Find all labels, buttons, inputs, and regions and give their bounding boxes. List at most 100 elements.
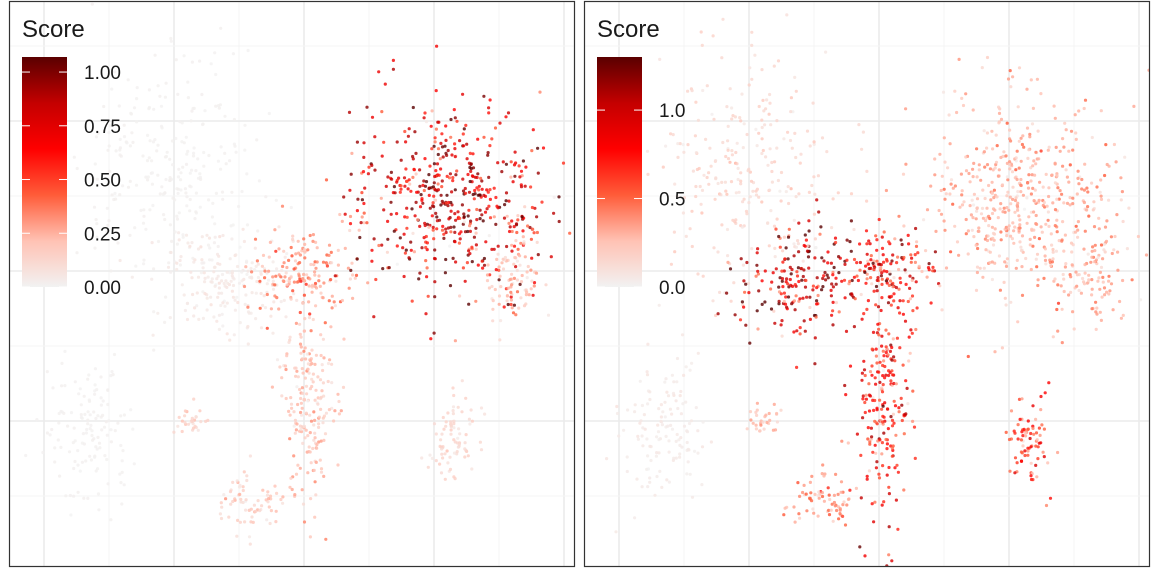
data-point	[374, 277, 378, 282]
data-point	[299, 427, 303, 431]
data-point	[1107, 274, 1111, 278]
data-point	[1080, 177, 1084, 182]
data-point	[690, 495, 695, 499]
data-point	[112, 352, 117, 357]
data-point	[463, 279, 467, 283]
data-point	[979, 212, 984, 216]
data-point	[501, 160, 505, 164]
data-point	[437, 218, 442, 222]
data-point	[996, 216, 1000, 220]
data-point	[347, 110, 352, 114]
data-point	[294, 472, 299, 476]
data-point	[497, 268, 501, 272]
data-point	[382, 208, 386, 212]
data-point	[842, 278, 847, 282]
data-point	[1061, 220, 1065, 224]
data-point	[460, 234, 464, 238]
data-point	[1032, 432, 1036, 436]
data-point	[743, 290, 747, 294]
data-point	[119, 414, 123, 418]
data-point	[760, 151, 764, 156]
data-point	[887, 283, 891, 287]
data-point	[1010, 237, 1014, 241]
data-point	[798, 494, 802, 498]
data-point	[891, 253, 895, 257]
data-point	[529, 268, 533, 272]
data-point	[812, 175, 816, 179]
data-point	[452, 438, 456, 442]
data-point	[944, 192, 948, 196]
data-point	[446, 148, 450, 153]
data-point	[828, 497, 832, 502]
data-point	[299, 401, 303, 405]
data-point	[778, 245, 782, 249]
data-point	[292, 267, 296, 271]
data-point	[882, 260, 886, 264]
data-point	[440, 452, 444, 456]
data-point	[888, 349, 892, 353]
data-point	[308, 450, 312, 454]
data-point	[201, 290, 205, 294]
data-point	[393, 191, 397, 195]
data-point	[1107, 198, 1111, 202]
data-point	[293, 259, 298, 263]
data-point	[815, 286, 819, 290]
data-point	[319, 395, 323, 399]
data-point	[769, 123, 773, 127]
data-point	[1014, 168, 1018, 172]
data-point	[319, 291, 323, 295]
data-point	[831, 270, 835, 274]
data-point	[303, 346, 307, 350]
data-point	[182, 293, 186, 297]
data-point	[831, 197, 835, 201]
data-point	[481, 266, 485, 270]
data-point	[109, 440, 113, 444]
data-point	[288, 413, 292, 417]
data-point	[245, 259, 249, 263]
data-point	[540, 200, 544, 204]
data-point	[1063, 265, 1067, 269]
data-point	[262, 267, 267, 271]
data-point	[669, 423, 673, 427]
data-point	[148, 139, 152, 143]
data-point	[332, 300, 336, 304]
data-point	[1029, 267, 1033, 272]
data-point	[442, 236, 446, 240]
data-point	[467, 208, 471, 212]
data-point	[883, 401, 887, 405]
data-point	[842, 500, 846, 504]
data-point	[760, 200, 764, 204]
data-point	[428, 206, 432, 210]
data-point	[777, 285, 781, 289]
data-point	[830, 226, 834, 230]
data-point	[1007, 224, 1011, 228]
data-point	[865, 242, 869, 246]
data-point	[303, 279, 307, 283]
data-point	[246, 305, 250, 309]
data-point	[490, 247, 494, 251]
data-point	[210, 277, 214, 281]
data-point	[1090, 287, 1094, 291]
data-point	[473, 192, 477, 196]
data-point	[1015, 461, 1019, 465]
data-point	[1071, 202, 1075, 206]
data-point	[1005, 206, 1009, 210]
data-point	[688, 472, 692, 476]
data-point	[403, 251, 407, 255]
data-point	[1094, 310, 1098, 314]
data-point	[373, 135, 377, 139]
data-point	[448, 467, 453, 471]
data-point	[793, 520, 797, 524]
data-point	[435, 227, 439, 231]
data-point	[1067, 180, 1071, 184]
data-point	[1013, 431, 1017, 435]
data-point	[1118, 299, 1122, 304]
data-point	[243, 302, 247, 306]
data-point	[461, 132, 465, 136]
data-point	[497, 302, 501, 306]
data-point	[348, 228, 352, 233]
data-point	[217, 327, 221, 331]
data-point	[863, 554, 867, 558]
data-point	[518, 175, 522, 179]
data-point	[896, 255, 900, 259]
